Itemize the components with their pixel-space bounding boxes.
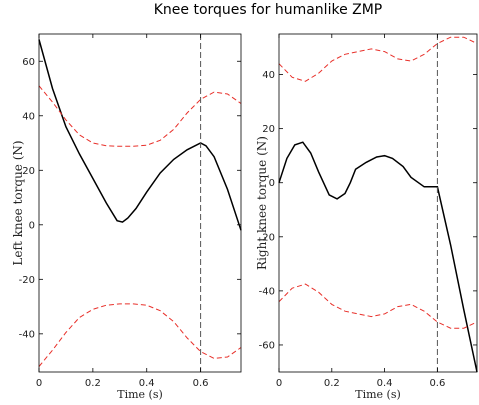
y-tick-label: 40 bbox=[22, 111, 35, 122]
y-tick-label: 40 bbox=[262, 70, 275, 81]
x-axis-label: Time (s) bbox=[355, 388, 401, 401]
torque-line-0 bbox=[278, 141, 478, 373]
left-knee-panel: 0 0.2 0.4 0.6 -40 -20 0 20 40 60 Time (s) Left knee… bbox=[11, 33, 242, 401]
bound-line-1 bbox=[278, 36, 478, 82]
x-tick-label: 0.6 bbox=[193, 378, 209, 389]
x-tick-label: 0.2 bbox=[324, 378, 340, 389]
y-tick-label: 20 bbox=[22, 166, 35, 177]
y-tick-label: 0 bbox=[29, 220, 35, 231]
y-tick-label: -60 bbox=[259, 340, 275, 351]
y-tick-label: -40 bbox=[19, 329, 35, 340]
x-tick-label: 0.4 bbox=[377, 378, 393, 389]
y-tick-label: -20 bbox=[19, 275, 35, 286]
bound-line-2 bbox=[38, 303, 242, 367]
axes-frame bbox=[278, 33, 478, 373]
y-tick-label: -40 bbox=[259, 286, 275, 297]
y-axis-label: Right knee torque (N) bbox=[255, 136, 269, 270]
x-axis-label: Time (s) bbox=[117, 388, 163, 401]
bound-line-1 bbox=[38, 85, 242, 147]
x-tick-label: 0.6 bbox=[429, 378, 445, 389]
y-axis-label: Left knee torque (N) bbox=[11, 140, 25, 265]
x-tick-label: 0.2 bbox=[85, 378, 101, 389]
bound-line-2 bbox=[278, 283, 478, 329]
x-tick-label: 0 bbox=[36, 378, 42, 389]
y-tick-label: 0 bbox=[269, 178, 275, 189]
right-knee-panel: 0 0.2 0.4 0.6 -60 -40 20 0 20 40 Time (s) Right kne… bbox=[255, 33, 478, 401]
x-tick-label: 0.4 bbox=[139, 378, 155, 389]
y-tick-label: 60 bbox=[22, 57, 35, 68]
axes-frame bbox=[38, 33, 242, 373]
y-tick-label: 20 bbox=[262, 124, 275, 135]
torque-line-0 bbox=[38, 39, 242, 231]
x-tick-label: 0 bbox=[276, 378, 282, 389]
figure-title: Knee torques for humanlike ZMP bbox=[154, 2, 383, 18]
y-tick-label: 20 bbox=[262, 232, 275, 243]
